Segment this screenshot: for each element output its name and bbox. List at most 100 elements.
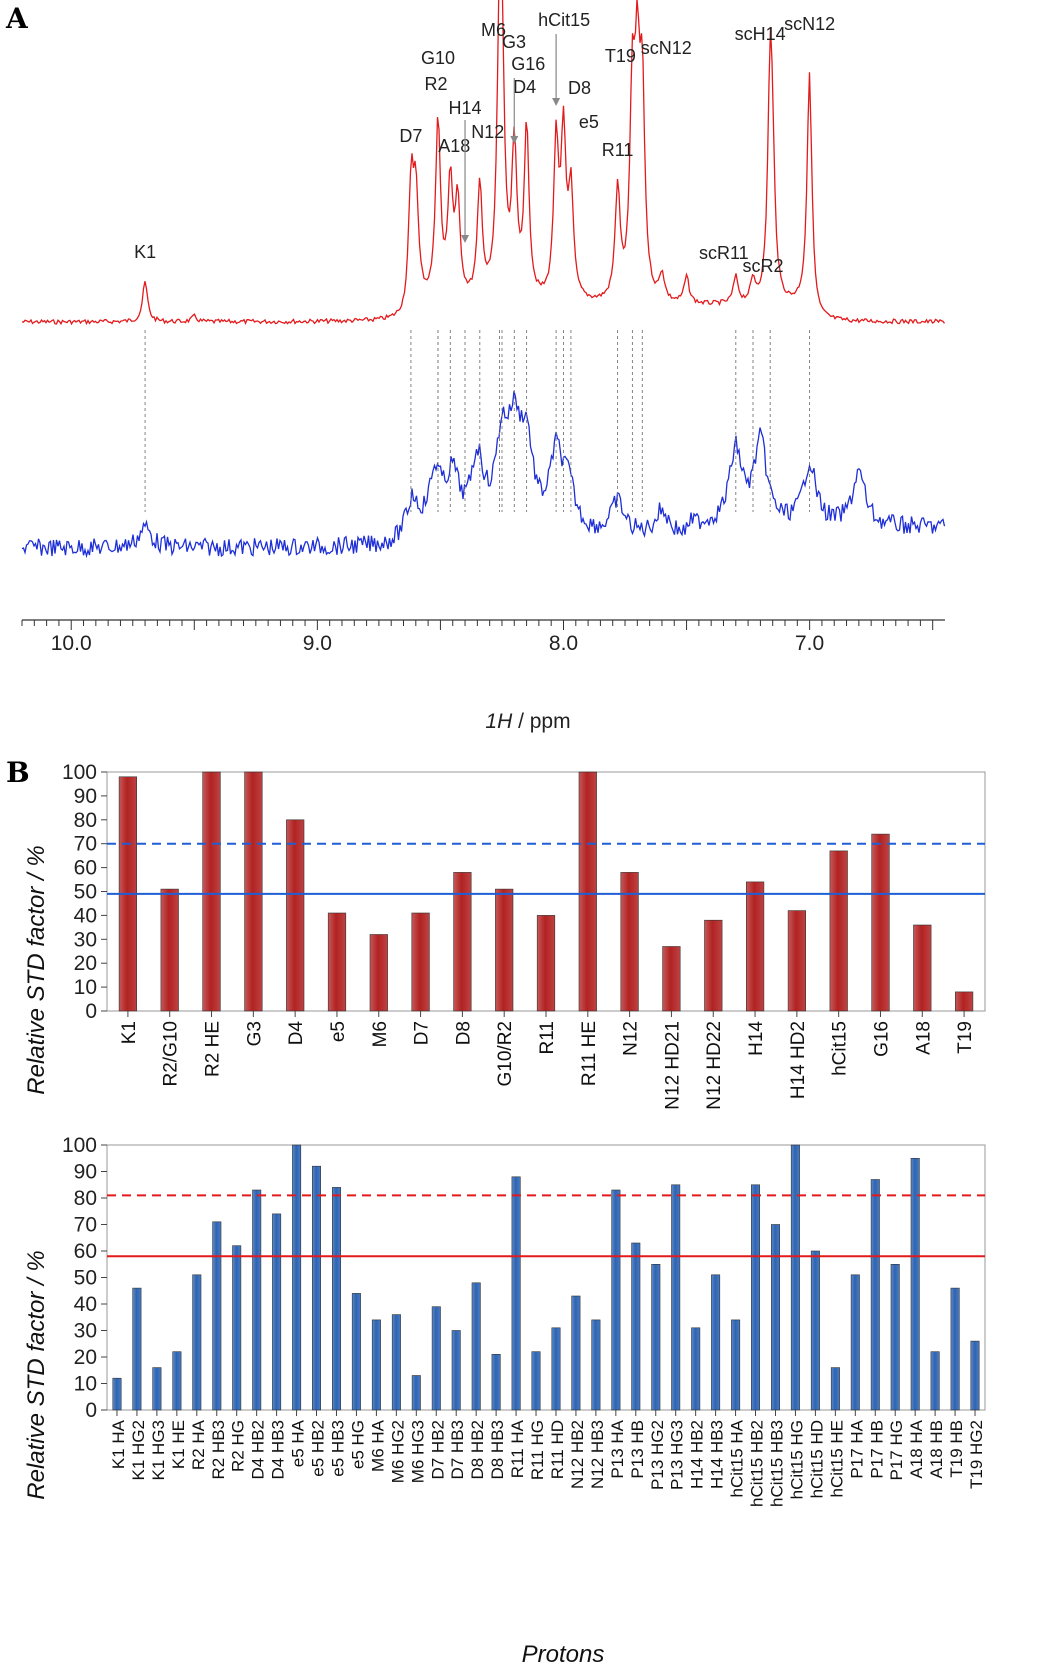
bar-14	[391, 1314, 401, 1411]
y-tick-label-7: 70	[74, 833, 97, 856]
bar-24	[591, 1319, 601, 1411]
y-tick-label-5: 50	[74, 1267, 97, 1290]
ppm-axis-title: 1H / ppm	[485, 710, 570, 733]
y-tick-label-9: 90	[74, 1161, 97, 1184]
bar-26	[631, 1242, 641, 1411]
x-tick-label-15: M6 HG3	[408, 1420, 427, 1483]
bar-6	[369, 934, 388, 1012]
x-tick-label-35: hCit15 HD	[807, 1420, 826, 1498]
peak-label-12: D8	[568, 78, 591, 98]
bar-43	[970, 1340, 980, 1411]
bar-21	[531, 1351, 541, 1411]
x-tick-label-12: N12	[621, 1021, 642, 1056]
x-tick-label-34: hCit15 HG	[787, 1420, 806, 1499]
y-tick-label-0: 0	[85, 1399, 97, 1422]
y-tick-label-10: 100	[62, 1134, 97, 1157]
x-tick-label-17: hCit15	[830, 1021, 851, 1076]
peak-label-3: R2	[424, 74, 447, 94]
x-tick-label-4: D4	[286, 1021, 307, 1046]
peak-guide-lines	[144, 330, 811, 512]
x-tick-label-40: A18 HA	[907, 1419, 926, 1478]
std-bar-chart-bottom: 0 10 20 30 40 50 60 70 80 90 100 K1 HA K1 HG2 K1 HG3 K…	[62, 1134, 986, 1507]
x-tick-label-9: e5 HA	[289, 1419, 308, 1467]
bar-30	[711, 1274, 721, 1411]
x-tick-label-22: R11 HD	[548, 1420, 567, 1479]
x-tick-label-36: hCit15 HE	[827, 1420, 846, 1497]
x-tick-label-6: R2 HG	[229, 1420, 248, 1472]
x-tick-label-26: P13 HB	[628, 1420, 647, 1479]
bar-25	[611, 1189, 621, 1411]
x-tick-label-9: G10/R2	[495, 1021, 516, 1086]
x-tick-label-38: P17 HB	[867, 1420, 886, 1479]
bar-16	[431, 1306, 441, 1411]
x-tick-label-29: H14 HB2	[688, 1420, 707, 1489]
y-tick-label-1: 10	[74, 1373, 97, 1396]
x-tick-label-4: R2 HA	[189, 1419, 208, 1470]
panel-label-b: B	[6, 756, 30, 789]
peak-label-6: N12	[471, 122, 504, 142]
bar-29	[691, 1327, 701, 1411]
ppm-axis-title-italic: 1H	[485, 710, 513, 733]
x-tick-label-42: T19 HB	[947, 1420, 966, 1478]
bar-19	[491, 1354, 501, 1411]
bar-5	[212, 1221, 222, 1411]
x-tick-label-32: hCit15 HB2	[748, 1420, 767, 1507]
peak-label-0: K1	[134, 242, 156, 262]
bar-0	[112, 1377, 122, 1411]
x-tick-label-16: D7 HB2	[428, 1420, 447, 1480]
x-tick-label-23: N12 HB2	[568, 1420, 587, 1489]
peak-label-7: M6	[481, 20, 506, 40]
peak-label-4: A18	[438, 136, 470, 156]
peak-label-16: scN12	[641, 38, 692, 58]
panel-label-a: A	[5, 2, 29, 35]
peak-label-18: scR2	[742, 256, 783, 276]
bar-4	[192, 1274, 202, 1411]
bar-9	[292, 1144, 302, 1411]
y-tick-label-4: 40	[74, 904, 97, 927]
x-tick-label-25: P13 HA	[608, 1419, 627, 1478]
peak-label-11: hCit15	[538, 10, 590, 30]
bar-20	[954, 991, 974, 1012]
x-tick-label-3: G3	[244, 1021, 265, 1046]
arrow-head-hCit15	[552, 98, 561, 106]
x-tick-label-17: D7 HB3	[448, 1420, 467, 1480]
bar-3	[172, 1351, 182, 1411]
y-tick-label-9: 90	[74, 785, 97, 808]
bar-39	[890, 1264, 900, 1411]
x-tick-label-11: R11 HE	[579, 1021, 600, 1086]
x-tick-label-16: H14 HD2	[788, 1021, 809, 1099]
bar-34	[790, 1144, 800, 1411]
bar-10	[536, 915, 556, 1012]
x-tick-label-10: e5 HB2	[309, 1420, 328, 1477]
bar-15	[745, 881, 765, 1012]
x-tick-label-10: R11	[537, 1021, 558, 1054]
bar-27	[651, 1264, 661, 1411]
x-tick-label-27: P13 HG2	[648, 1420, 667, 1490]
bar-14	[704, 919, 723, 1012]
peak-label-20: scN12	[784, 14, 835, 34]
peak-label-9: G16	[511, 54, 545, 74]
x-tick-label-12: e5 HG	[348, 1420, 367, 1469]
y-tick-label-10: 100	[62, 761, 97, 784]
y-tick-label-8: 80	[74, 1187, 97, 1210]
x-tick-label-2: K1 HG3	[149, 1420, 168, 1480]
x-tick-label-8: D4 HB3	[269, 1420, 288, 1480]
x-tick-label-39: P17 HG	[887, 1420, 906, 1480]
x-tick-label-31: hCit15 HA	[728, 1419, 747, 1497]
bar-33	[770, 1224, 780, 1411]
y-tick-label-8: 80	[74, 809, 97, 832]
bar-7	[411, 912, 430, 1012]
bar-22	[551, 1327, 561, 1411]
bar-36	[830, 1367, 840, 1411]
bar-18	[871, 833, 890, 1012]
x-tick-label-18: D8 HB2	[468, 1420, 487, 1480]
bar-3	[244, 771, 263, 1012]
peak-label-17: scR11	[699, 243, 749, 263]
bar-41	[930, 1351, 940, 1411]
y-tick-label-6: 60	[74, 857, 97, 880]
bar-20	[511, 1176, 521, 1411]
bottom-y-axis-title: Relative STD factor / %	[23, 1250, 50, 1499]
